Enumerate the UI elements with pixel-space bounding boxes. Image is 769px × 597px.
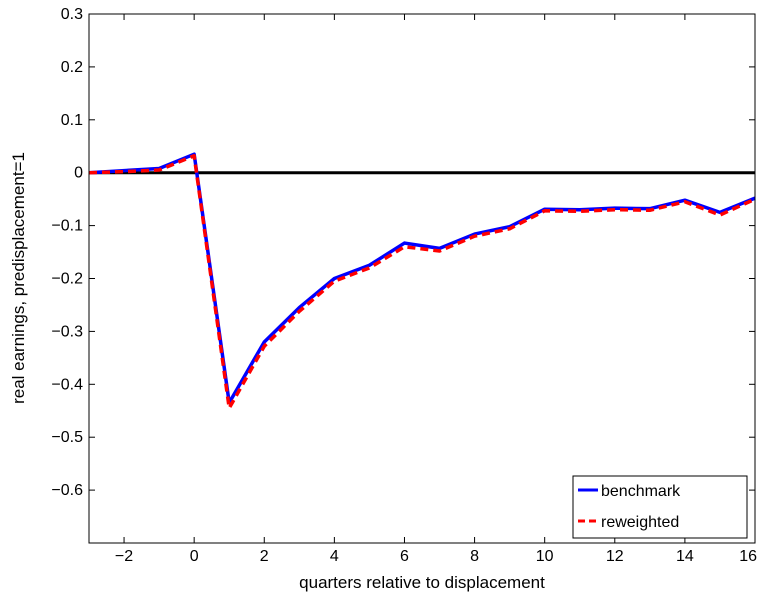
y-tick-label: 0	[74, 165, 83, 182]
y-axis-label: real earnings, predisplacement=1	[9, 152, 28, 404]
y-tick-label: 0.2	[61, 59, 83, 76]
x-tick-label: 14	[676, 548, 694, 565]
y-tick-label: −0.1	[51, 218, 83, 235]
x-tick-label: 2	[260, 548, 269, 565]
y-tick-label: −0.4	[51, 376, 83, 393]
y-tick-label: −0.2	[51, 271, 83, 288]
plot-frame	[88, 13, 756, 544]
series-line-reweighted	[88, 154, 756, 410]
x-tick-label: 8	[470, 548, 479, 565]
legend-label-reweighted: reweighted	[601, 514, 679, 531]
series-layer	[88, 152, 756, 410]
x-tick-label: 4	[330, 548, 339, 565]
x-tick-label: 0	[190, 548, 199, 565]
y-tick-label: −0.5	[51, 429, 83, 446]
legend: benchmark reweighted	[572, 475, 748, 539]
x-tick-label: 16	[739, 548, 757, 565]
legend-box	[572, 475, 748, 539]
plot-area	[89, 14, 755, 543]
x-tick-label: 6	[400, 548, 409, 565]
x-axis: −2 0 2 4 6 8 10 12 14 16	[115, 14, 757, 565]
y-tick-label: 0.3	[61, 6, 83, 23]
y-tick-label: −0.3	[51, 323, 83, 340]
y-tick-label: 0.1	[61, 112, 83, 129]
legend-label-benchmark: benchmark	[601, 483, 681, 500]
x-axis-label: quarters relative to displacement	[299, 573, 545, 592]
x-tick-label: −2	[115, 548, 133, 565]
x-tick-label: 12	[606, 548, 624, 565]
y-tick-label: −0.6	[51, 482, 83, 499]
x-tick-label: 10	[536, 548, 554, 565]
